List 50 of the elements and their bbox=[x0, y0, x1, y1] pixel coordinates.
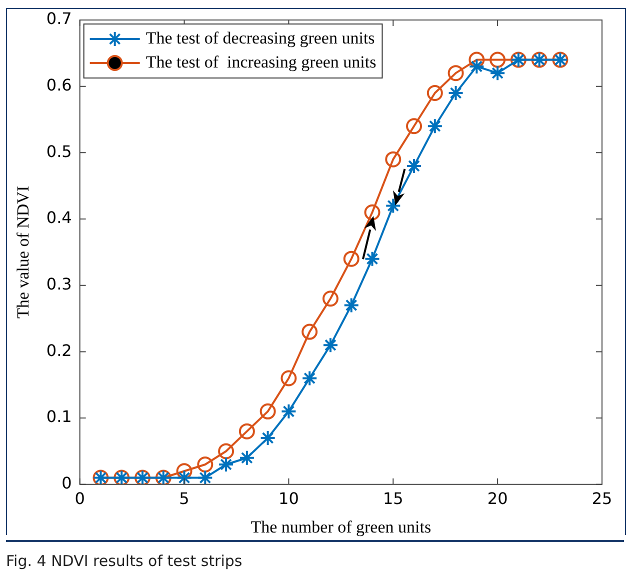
point bbox=[448, 65, 464, 82]
y-tick-label: 0.1 bbox=[46, 407, 72, 426]
point bbox=[448, 84, 464, 101]
y-tick-label: 0.2 bbox=[46, 340, 72, 360]
point bbox=[490, 52, 506, 68]
point bbox=[426, 84, 443, 101]
x-tick-label: 20 bbox=[487, 489, 508, 508]
point bbox=[385, 198, 402, 214]
x-tick-label: 5 bbox=[179, 489, 190, 508]
point bbox=[468, 58, 485, 74]
point bbox=[280, 403, 297, 420]
point bbox=[218, 456, 234, 472]
y-tick-label: 0.3 bbox=[46, 274, 72, 294]
legend-label: The test of decreasing green units bbox=[146, 28, 375, 48]
x-tick-label: 0 bbox=[74, 489, 85, 508]
caption: Fig. 4 NDVI results of test strips bbox=[6, 540, 624, 570]
point bbox=[343, 250, 360, 267]
point bbox=[302, 324, 318, 340]
legend-label: The test of increasing green units bbox=[146, 52, 376, 72]
point bbox=[197, 456, 214, 472]
point bbox=[406, 118, 422, 134]
point bbox=[302, 370, 318, 386]
point bbox=[238, 423, 255, 440]
point bbox=[322, 337, 338, 354]
x-tick-label: 15 bbox=[382, 489, 404, 508]
point bbox=[197, 470, 214, 484]
y-axis-title: The value of NDVI bbox=[14, 186, 33, 319]
point bbox=[176, 470, 192, 484]
point bbox=[385, 151, 402, 168]
point bbox=[406, 158, 422, 174]
x-tick-label: 10 bbox=[278, 489, 299, 508]
point bbox=[322, 290, 338, 307]
point bbox=[218, 443, 234, 460]
y-tick-label: 0.4 bbox=[46, 208, 72, 228]
y-tick-label: 0 bbox=[62, 474, 72, 493]
y-tick-label: 0.6 bbox=[46, 76, 72, 94]
point bbox=[176, 463, 192, 480]
point bbox=[343, 297, 360, 314]
point bbox=[238, 450, 255, 466]
point bbox=[490, 65, 506, 82]
point bbox=[364, 204, 380, 220]
point bbox=[280, 370, 297, 386]
x-tick-label: 25 bbox=[592, 489, 612, 508]
point bbox=[426, 118, 443, 134]
point bbox=[260, 403, 276, 420]
y-tick-label: 0.7 bbox=[46, 9, 72, 28]
x-axis-title: The number of green units bbox=[250, 517, 432, 536]
point bbox=[364, 250, 380, 267]
point bbox=[260, 430, 276, 446]
y-tick-label: 0.5 bbox=[46, 142, 72, 161]
